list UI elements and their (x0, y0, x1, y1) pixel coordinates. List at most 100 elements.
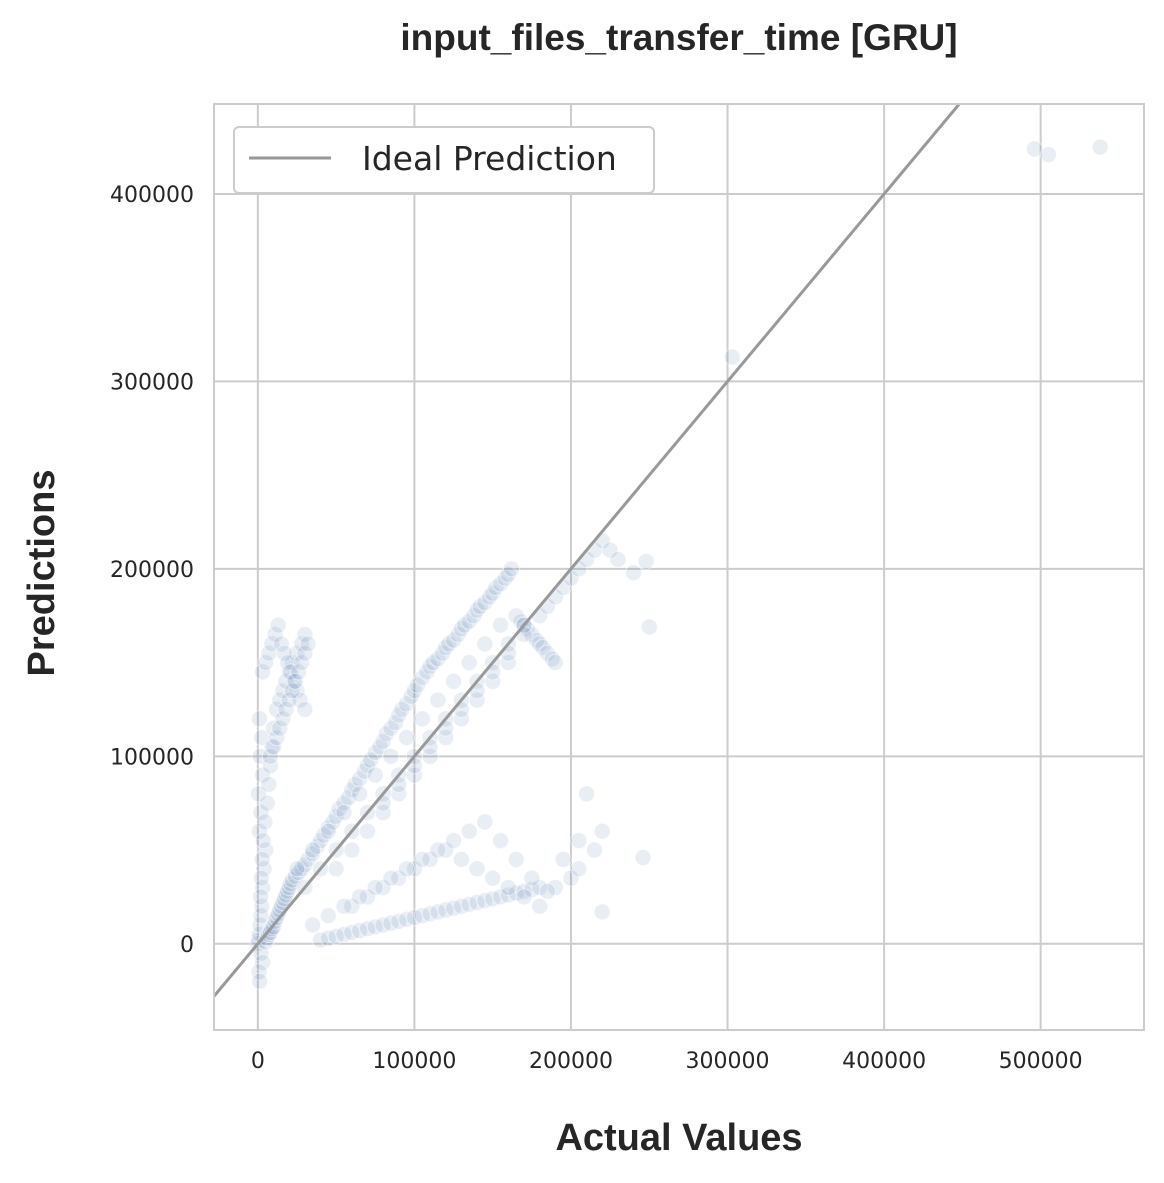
data-point (250, 710, 268, 728)
data-point (382, 869, 400, 887)
data-point (465, 607, 483, 625)
data-point (534, 639, 552, 657)
data-point (585, 841, 603, 859)
data-point (382, 719, 400, 737)
data-point (296, 700, 314, 718)
data-point (263, 635, 281, 653)
x-tick-label: 400000 (842, 1049, 926, 1074)
data-point (290, 663, 308, 681)
y-tick-label: 0 (180, 933, 194, 958)
data-point (502, 560, 520, 578)
data-point (252, 869, 270, 887)
data-point (351, 785, 369, 803)
data-point (280, 691, 298, 709)
data-point (260, 775, 278, 793)
data-point (319, 822, 337, 840)
data-point (637, 552, 655, 570)
data-point (351, 888, 369, 906)
data-point (299, 635, 317, 653)
data-point (625, 564, 643, 582)
data-point (515, 888, 533, 906)
data-point (434, 644, 452, 662)
data-point (277, 700, 295, 718)
data-point (319, 907, 337, 925)
data-point (253, 897, 271, 915)
data-point (271, 691, 289, 709)
x-tick-label: 0 (251, 1049, 265, 1074)
data-point (269, 616, 287, 634)
data-point (256, 813, 274, 831)
data-point (374, 794, 392, 812)
data-point (445, 832, 463, 850)
data-point (437, 719, 455, 737)
data-point (304, 916, 322, 934)
data-point (274, 710, 292, 728)
x-tick-label: 200000 (529, 1049, 613, 1074)
data-point (523, 869, 541, 887)
data-point (429, 841, 447, 859)
y-tick-label: 200000 (110, 558, 194, 583)
data-point (268, 729, 286, 747)
data-point (393, 700, 411, 718)
data-point (452, 700, 470, 718)
ideal-line-layer (214, 104, 962, 998)
data-point (293, 635, 311, 653)
data-point (452, 850, 470, 868)
data-point (476, 635, 494, 653)
data-point (377, 725, 395, 743)
data-point (484, 869, 502, 887)
data-point (554, 850, 572, 868)
data-point (507, 850, 525, 868)
plot-frame (213, 103, 1145, 1031)
data-point (468, 860, 486, 878)
data-point (327, 860, 345, 878)
data-point (266, 625, 284, 643)
y-tick-labels: 0 100000 200000 300000 400000 (110, 183, 194, 958)
data-point (460, 654, 478, 672)
data-point (429, 691, 447, 709)
data-point (254, 832, 272, 850)
data-point (593, 822, 611, 840)
data-point (346, 775, 364, 793)
data-point (578, 785, 596, 803)
data-point (418, 663, 436, 681)
data-point (293, 654, 311, 672)
data-point (476, 813, 494, 831)
data-point (492, 616, 510, 634)
data-point (570, 860, 588, 878)
x-tick-labels: 0 100000 200000 300000 400000 500000 (251, 1049, 1083, 1074)
data-point (570, 832, 588, 850)
data-point (264, 738, 282, 756)
data-point (343, 841, 361, 859)
data-point (257, 654, 275, 672)
data-point (250, 822, 268, 840)
data-point (499, 644, 517, 662)
data-point (405, 682, 423, 700)
data-point (593, 903, 611, 921)
points-layer (249, 138, 1109, 990)
data-point (272, 635, 290, 653)
data-point (609, 551, 627, 569)
x-tick-label: 500000 (999, 1049, 1083, 1074)
y-tick-label: 100000 (110, 745, 194, 770)
data-point (304, 841, 322, 859)
data-point (279, 654, 297, 672)
data-point (288, 860, 306, 878)
data-point (299, 850, 317, 868)
data-point (546, 654, 564, 672)
data-point (275, 644, 293, 662)
data-point (335, 794, 353, 812)
legend-label: Ideal Prediction (362, 139, 617, 178)
data-point (335, 804, 353, 822)
data-point (413, 850, 431, 868)
data-point (1091, 138, 1109, 156)
data-point (515, 625, 533, 643)
data-point (492, 832, 510, 850)
data-point (449, 625, 467, 643)
data-point (268, 700, 286, 718)
ideal-prediction-line (214, 104, 962, 998)
data-point (405, 757, 423, 775)
data-point (398, 860, 416, 878)
data-point (398, 729, 416, 747)
